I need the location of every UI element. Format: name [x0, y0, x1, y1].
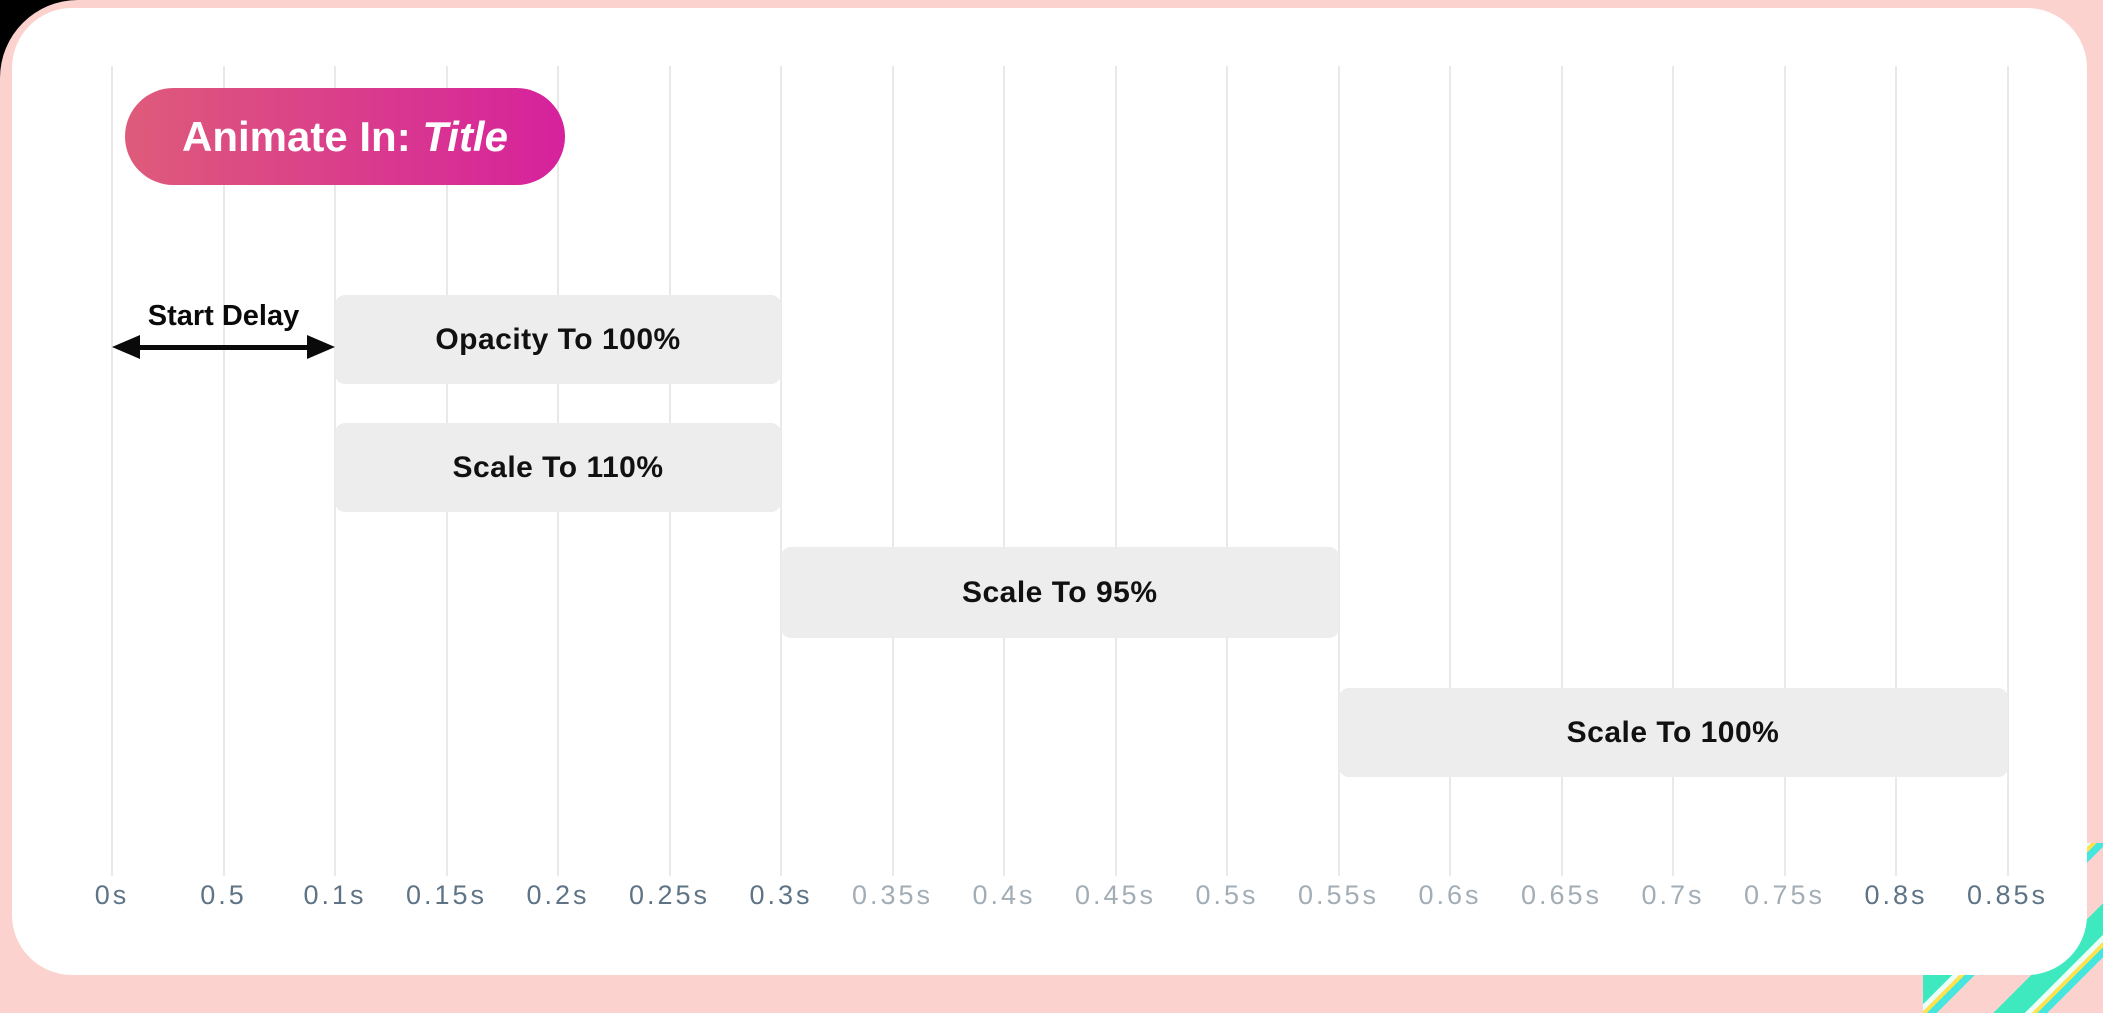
axis-tick-label: 0.35s [851, 880, 934, 910]
start-delay-label: Start Delay [147, 300, 300, 332]
axis-tick-label: 0.5s [1195, 880, 1259, 910]
axis-tick-label: 0.85s [1966, 880, 2049, 910]
gridline [1003, 66, 1005, 876]
gridline [1226, 66, 1228, 876]
axis-tick-label: 0.65s [1520, 880, 1603, 910]
gridline [1337, 66, 1340, 876]
gridline [1672, 66, 1674, 876]
axis-tick-label: 0.6s [1418, 880, 1482, 910]
axis-tick-label: 0.7s [1641, 880, 1705, 910]
axis-tick-label: 0.5 [200, 880, 247, 910]
axis-tick-label: 0.4s [972, 880, 1036, 910]
title-badge-prefix: Animate In: [182, 112, 423, 160]
start-delay-arrow-line [128, 345, 319, 350]
gridline [1895, 66, 1897, 876]
gridline [1114, 66, 1117, 876]
gridline [891, 66, 894, 876]
timeline-bar: Opacity To 100% [335, 295, 781, 384]
axis-tick-label: 0.25s [628, 880, 711, 910]
gridline [1783, 66, 1786, 876]
timeline-bar: Scale To 100% [1338, 688, 2008, 777]
axis-tick-label: 0.1s [303, 880, 367, 910]
gridline [222, 66, 225, 876]
gridline [1560, 66, 1563, 876]
timeline-card: 0s 0.5 0.1s 0.15s 0.2s 0.25s 0.3s 0.35s 0.4s 0.45… [12, 8, 2087, 975]
title-badge-emphasis: Title [422, 112, 508, 160]
axis-tick-label: 0.75s [1743, 880, 1826, 910]
axis-tick-label: 0.8s [1864, 880, 1928, 910]
axis-tick-label: 0.3s [749, 880, 813, 910]
timeline-bar: Scale To 95% [781, 547, 1339, 638]
gridline [780, 66, 782, 876]
timeline-bar: Scale To 110% [335, 423, 781, 512]
title-badge: Animate In: Title [125, 88, 565, 185]
gridline [111, 66, 113, 876]
arrow-left-head-icon [112, 335, 140, 359]
start-delay-annotation: Start Delay [112, 295, 335, 359]
axis-tick-label: 0s [94, 880, 130, 910]
gridline [2006, 66, 2009, 876]
axis-tick-label: 0.45s [1074, 880, 1157, 910]
axis-tick-label: 0.55s [1297, 880, 1380, 910]
axis-tick-label: 0.2s [526, 880, 590, 910]
gridline [1449, 66, 1451, 876]
axis-tick-label: 0.15s [405, 880, 488, 910]
arrow-right-head-icon [307, 335, 335, 359]
